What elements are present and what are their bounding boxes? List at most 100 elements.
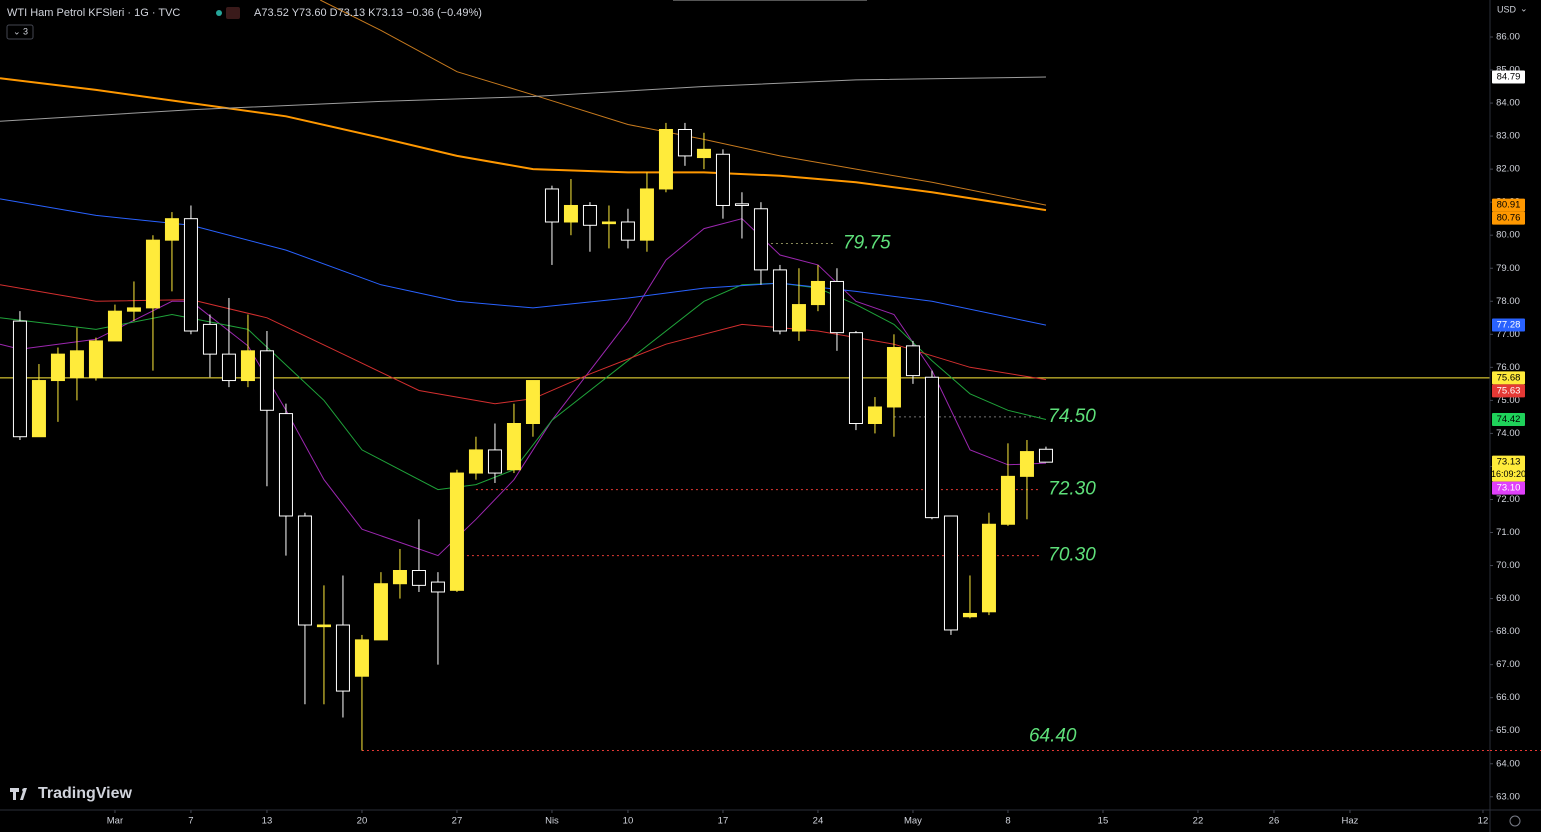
candle-body: [506, 422, 521, 471]
y-tick-label: 69.00: [1496, 593, 1520, 604]
plot-area: [0, 0, 1490, 752]
candle-body: [848, 332, 863, 424]
y-tick-label: 68.00: [1496, 626, 1520, 637]
x-tick-label: 10: [623, 816, 634, 827]
candle-body: [126, 307, 141, 312]
x-tick-label: 17: [718, 816, 729, 827]
y-tick-label: 79.00: [1496, 263, 1520, 274]
candle-body: [753, 208, 768, 271]
price-badge: [1492, 371, 1525, 385]
candle-body: [677, 128, 692, 157]
symbol-title[interactable]: WTI Ham Petrol KFSleri · 1G · TVC: [7, 7, 180, 19]
candle-body: [924, 376, 939, 519]
moving-average: [0, 76, 1047, 122]
level-label: 74.50: [1048, 406, 1096, 427]
candle-body: [981, 523, 996, 613]
candle-body: [962, 612, 977, 618]
y-tick-label: 80.00: [1496, 230, 1520, 241]
y-tick-label: 78.00: [1496, 296, 1520, 307]
y-tick-label: 82.00: [1496, 164, 1520, 175]
level-label: 72.30: [1048, 479, 1096, 500]
candle-body: [335, 624, 350, 692]
candle-body: [240, 350, 255, 382]
candle-body: [12, 320, 27, 438]
candle-body: [468, 449, 483, 474]
candle-body: [696, 148, 711, 159]
x-tick-label: 24: [813, 816, 824, 827]
candle-body: [886, 347, 901, 408]
x-tick-label: 20: [357, 816, 368, 827]
x-tick-label: Mar: [107, 816, 123, 827]
x-tick-label: 8: [1005, 816, 1010, 827]
candle-body: [487, 449, 502, 474]
candle-body: [639, 188, 654, 241]
x-tick-label: 22: [1193, 816, 1204, 827]
level-label: 79.75: [843, 232, 891, 253]
candle-body: [810, 280, 825, 306]
y-tick-label: 71.00: [1496, 527, 1520, 538]
status-dot: [216, 10, 222, 16]
candle-body: [1000, 475, 1015, 525]
price-badge-label: 80.91: [1497, 200, 1521, 211]
x-tick-label: May: [904, 816, 922, 827]
y-tick-label: 76.00: [1496, 362, 1520, 373]
level-label: 70.30: [1048, 545, 1096, 566]
candle-body: [601, 221, 616, 225]
x-tick-label: Nis: [545, 816, 559, 827]
y-tick-label: 83.00: [1496, 131, 1520, 142]
candle-body: [164, 218, 179, 241]
candle-body: [449, 472, 464, 591]
y-tick-label: 66.00: [1496, 692, 1520, 703]
price-badge-label: 74.42: [1497, 414, 1521, 425]
candle-body: [278, 413, 293, 517]
indicator-count: 3: [23, 26, 28, 36]
x-tick-label: 7: [188, 816, 193, 827]
price-badge-label: 73.10: [1497, 483, 1521, 494]
price-badge: [1492, 318, 1525, 332]
candle-body: [582, 204, 597, 226]
candle-body: [905, 345, 920, 377]
candle-body: [316, 624, 331, 628]
candle-body: [791, 304, 806, 332]
x-tick-label: 27: [452, 816, 463, 827]
y-tick-label: 67.00: [1496, 659, 1520, 670]
price-badge: [1492, 70, 1525, 84]
y-tick-label: 85.00: [1496, 65, 1520, 76]
price-badge-label: 75.68: [1497, 372, 1521, 383]
status-icon: [226, 7, 240, 19]
currency[interactable]: USD: [1497, 4, 1517, 14]
candle-body: [715, 153, 730, 206]
candle-body: [1019, 451, 1034, 477]
candle-body: [221, 353, 236, 382]
logo-mark: [10, 788, 27, 800]
candle-body: [544, 188, 559, 223]
candle-body: [1038, 448, 1053, 463]
candle-body: [373, 583, 388, 641]
candle-body: [430, 581, 445, 593]
x-tick-label: 13: [262, 816, 273, 827]
candle-body: [411, 570, 426, 586]
candle-body: [563, 204, 578, 223]
moving-average: [0, 77, 1047, 212]
y-tick-label: 70.00: [1496, 560, 1520, 571]
candle-body: [658, 128, 673, 190]
y-tick-label: 63.00: [1496, 791, 1520, 802]
ohlc-legend: A73.52 Y73.60 D73.13 K73.13 −0.36 (−0.49…: [254, 7, 482, 19]
moving-average: [0, 218, 1047, 557]
indicator-toggle[interactable]: [6, 24, 34, 40]
x-tick-label: Haz: [1342, 816, 1359, 827]
price-badge: [1492, 198, 1525, 212]
candle-body: [183, 218, 198, 332]
y-tick-label: 86.00: [1496, 32, 1520, 43]
price-badge-label: 84.79: [1497, 71, 1521, 82]
candle-body: [202, 323, 217, 355]
y-tick-label: 64.00: [1496, 758, 1520, 769]
chevron: ⌄: [13, 26, 21, 36]
currency-chevron: ⌄: [1520, 3, 1528, 13]
logo-dot: [22, 788, 26, 792]
settings-icon[interactable]: [1509, 815, 1521, 827]
y-tick-label: 72.00: [1496, 494, 1520, 505]
